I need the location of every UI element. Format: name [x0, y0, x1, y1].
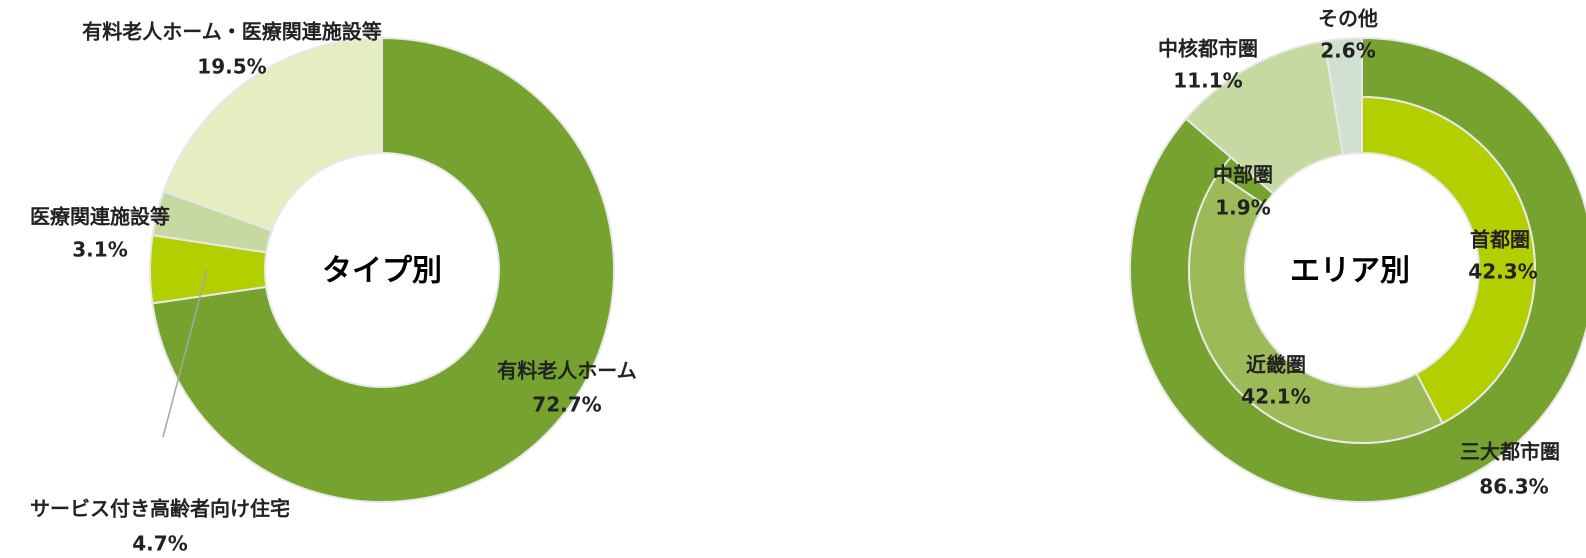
value-label: 42.3%	[1468, 260, 1537, 284]
category-label: その他	[1318, 7, 1378, 31]
category-label: 中核都市圏	[1158, 37, 1258, 61]
value-label: 4.7%	[132, 532, 187, 556]
value-label: 2.6%	[1320, 39, 1375, 63]
value-label: 72.7%	[532, 393, 601, 417]
value-label: 42.1%	[1241, 385, 1310, 409]
category-label: 首都圏	[1470, 228, 1530, 252]
inner-segment	[1216, 155, 1275, 207]
category-label: 近畿圏	[1246, 353, 1306, 377]
donut-segment	[151, 36, 615, 503]
inner-segment	[1361, 95, 1536, 425]
value-label: 11.1%	[1173, 69, 1242, 93]
category-label: 医療関連施設等	[30, 205, 170, 229]
value-label: 19.5%	[197, 55, 266, 79]
category-label: 中部圏	[1213, 163, 1273, 187]
value-label: 86.3%	[1479, 475, 1548, 499]
category-label: サービス付き高齢者向け住宅	[30, 497, 290, 521]
center-label: タイプ別	[322, 254, 442, 289]
leader-line	[162, 269, 208, 438]
donut-segment	[162, 36, 383, 232]
value-label: 1.9%	[1215, 196, 1270, 220]
inner-segment	[1188, 172, 1444, 444]
category-label: 有料老人ホーム・医療関連施設等	[82, 20, 381, 44]
category-label: 有料老人ホーム	[497, 359, 636, 383]
value-label: 3.1%	[72, 238, 127, 262]
center-label: エリア別	[1290, 254, 1410, 289]
category-label: 三大都市圏	[1460, 440, 1560, 464]
